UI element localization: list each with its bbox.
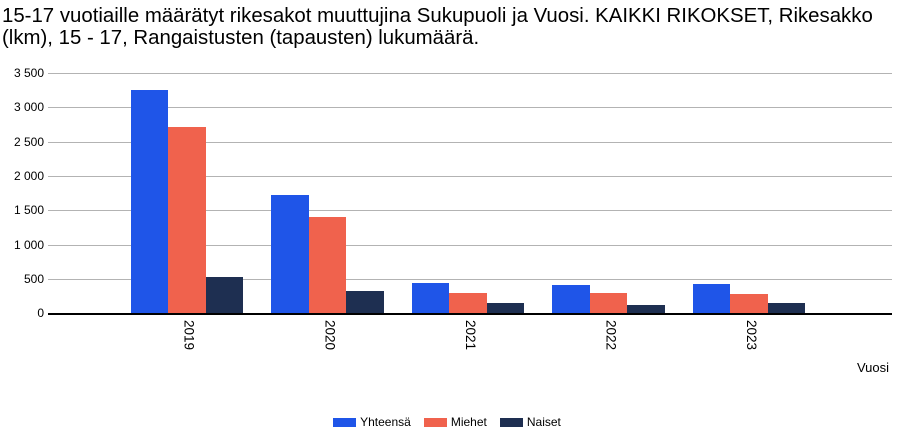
bar-naiset-2022 <box>627 305 665 314</box>
legend-item-naiset: Naiset <box>499 415 561 429</box>
legend-item-miehet: Miehet <box>423 415 487 429</box>
bar-miehet-2020 <box>308 217 347 314</box>
gridline <box>48 210 892 211</box>
legend-label: Yhteensä <box>360 415 411 429</box>
bar-naiset-2019 <box>205 276 244 314</box>
x-tick-label: 2019 <box>181 320 197 351</box>
bar-miehet-2022 <box>589 293 628 314</box>
x-axis-title: Vuosi <box>856 360 889 375</box>
legend-swatch-icon <box>333 417 357 427</box>
gridline <box>48 279 892 280</box>
legend-swatch-icon <box>499 417 523 427</box>
y-tick-label: 500 <box>23 271 44 286</box>
x-tick-label: 2020 <box>322 320 338 351</box>
y-tick-label: 2 000 <box>13 168 44 183</box>
legend: Yhteensä Miehet Naiset <box>0 416 894 428</box>
bar-yhteensa-2021 <box>411 283 450 314</box>
chart-title-line2: (lkm), 15 - 17, Rangaistusten (tapausten… <box>2 26 480 49</box>
x-tick-label: 2021 <box>462 320 478 351</box>
bar-miehet-2023 <box>730 294 768 314</box>
x-tick-label: 2023 <box>743 320 759 351</box>
legend-swatch-icon <box>423 417 447 427</box>
y-tick-label: 2 500 <box>13 134 44 149</box>
gridline <box>48 142 892 143</box>
x-axis-line <box>48 313 892 316</box>
y-tick-label: 0 <box>37 306 44 321</box>
chart-title: 15-17 vuotiaille määrätyt rikesakot muut… <box>2 5 898 49</box>
bar-naiset-2020 <box>346 290 384 314</box>
bar-yhteensa-2019 <box>130 90 169 314</box>
bar-yhteensa-2020 <box>271 194 309 314</box>
gridline <box>48 176 892 177</box>
chart-title-line1: 15-17 vuotiaille määrätyt rikesakot muut… <box>2 4 873 27</box>
bar-naiset-2021 <box>486 303 525 314</box>
gridline <box>48 107 892 108</box>
bar-yhteensa-2022 <box>552 285 590 314</box>
gridline <box>48 73 892 74</box>
x-tick-label: 2022 <box>603 320 619 351</box>
bar-naiset-2023 <box>767 303 806 314</box>
bar-miehet-2021 <box>449 293 487 314</box>
bar-yhteensa-2023 <box>692 284 731 314</box>
legend-label: Naiset <box>526 415 561 429</box>
gridline <box>48 245 892 246</box>
y-tick-label: 3 500 <box>13 65 44 80</box>
legend-label: Miehet <box>450 415 487 429</box>
y-tick-label: 1 000 <box>13 237 44 252</box>
legend-item-yhteensa: Yhteensä <box>333 416 411 428</box>
y-tick-label: 1 500 <box>13 203 44 218</box>
bar-miehet-2019 <box>168 126 206 314</box>
y-tick-label: 3 000 <box>13 100 44 115</box>
